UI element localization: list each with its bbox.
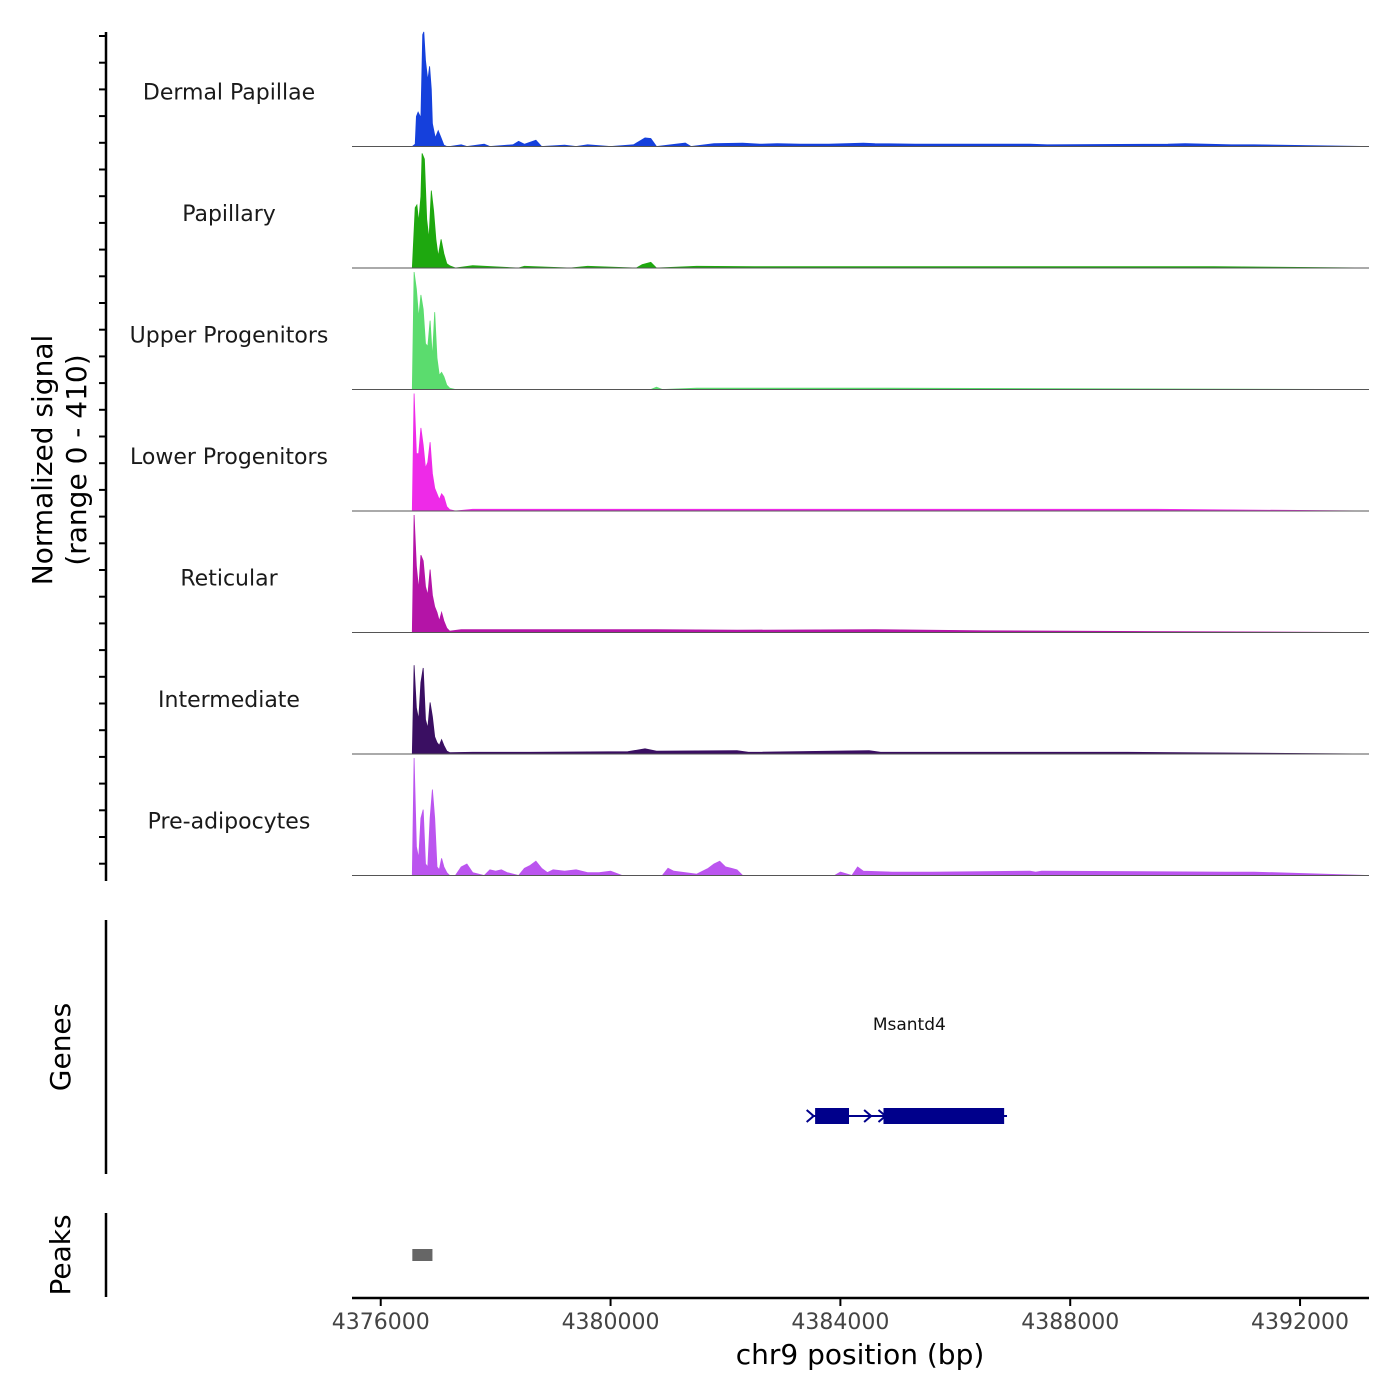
ylabel-line2: (range 0 - 410) xyxy=(60,354,93,565)
track-intermediate: Intermediate xyxy=(158,665,1370,755)
track-label: Papillary xyxy=(182,202,276,227)
track-label: Intermediate xyxy=(158,688,300,713)
peak-region xyxy=(412,1249,433,1261)
coverage-area xyxy=(411,153,1370,269)
genes-axis-label: Genes xyxy=(44,1003,77,1091)
coverage-area xyxy=(411,514,1370,633)
strand-arrow xyxy=(877,1109,888,1123)
track-papillary: Papillary xyxy=(182,153,1370,269)
coverage-tracks: Dermal Papillae Papillary Upper Progenitor… xyxy=(130,31,1370,876)
strand-arrow xyxy=(863,1109,873,1123)
peaks-axis-label: Peaks xyxy=(44,1214,77,1295)
track-pre-adipocytes: Pre-adipocytes xyxy=(148,757,1370,876)
gene-msantd4: Msantd4 xyxy=(806,1015,1008,1124)
strand-arrow xyxy=(806,1109,816,1123)
signal-axis-title: Normalized signal (range 0 - 410) xyxy=(26,335,93,586)
track-dermal-papillae: Dermal Papillae xyxy=(143,31,1370,147)
track-lower-progenitors: Lower Progenitors xyxy=(130,393,1370,512)
track-label: Upper Progenitors xyxy=(130,324,329,349)
peak-track xyxy=(412,1249,433,1261)
track-label: Lower Progenitors xyxy=(130,445,328,470)
x-axis-ticks: 4376000 4380000 4384000 4388000 4392000 xyxy=(332,1298,1349,1335)
x-tick-label: 4392000 xyxy=(1251,1310,1349,1335)
signal-axis-ticks xyxy=(99,35,106,865)
gene-exon xyxy=(883,1108,1005,1124)
x-axis-title: chr9 position (bp) xyxy=(736,1338,985,1371)
track-label: Reticular xyxy=(180,567,278,592)
track-label: Pre-adipocytes xyxy=(148,810,311,835)
x-tick-label: 4380000 xyxy=(562,1310,660,1335)
gene-track: Msantd4 xyxy=(806,1015,1008,1124)
track-upper-progenitors: Upper Progenitors xyxy=(130,271,1370,390)
track-label: Dermal Papillae xyxy=(143,81,315,106)
gene-name-label: Msantd4 xyxy=(873,1015,946,1035)
x-tick-label: 4384000 xyxy=(791,1310,889,1335)
ylabel-line1: Normalized signal xyxy=(26,335,59,586)
track-reticular: Reticular xyxy=(180,514,1370,633)
x-tick-label: 4376000 xyxy=(332,1310,430,1335)
coverage-area xyxy=(411,393,1370,512)
coverage-area xyxy=(411,31,1370,147)
coverage-area xyxy=(411,757,1370,876)
coverage-area xyxy=(411,665,1370,755)
coverage-area xyxy=(411,271,1370,390)
gene-exon xyxy=(815,1108,850,1124)
x-tick-label: 4388000 xyxy=(1021,1310,1119,1335)
